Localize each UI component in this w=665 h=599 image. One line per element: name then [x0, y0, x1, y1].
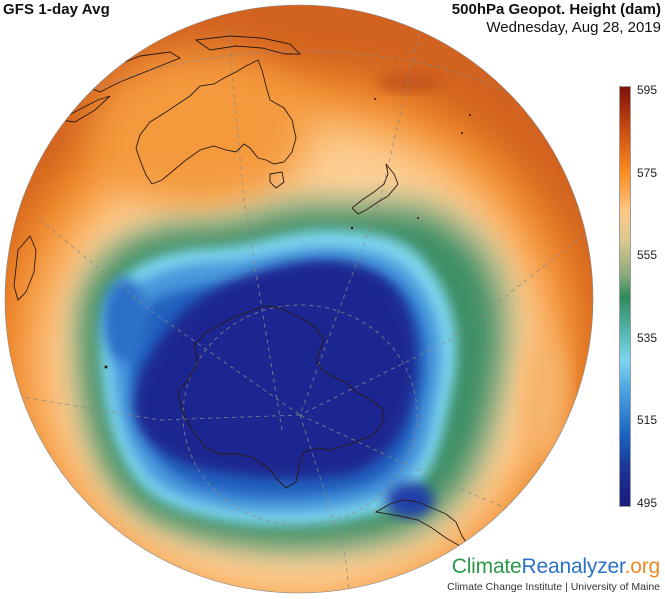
- south-america-outline: [374, 499, 471, 549]
- colorbar-tick-label: 595: [637, 83, 658, 97]
- globe-outline: [4, 4, 594, 594]
- tasmania-outline: [269, 171, 285, 189]
- variable-label: 500hPa Geopot. Height (dam): [451, 1, 661, 18]
- colorbar-tick-label: 555: [637, 248, 658, 263]
- colorbar-tick-label: 535: [637, 330, 658, 345]
- climate-reanalyzer-logo: ClimateReanalyzer.org: [447, 556, 660, 578]
- logo-part-reanalyzer: Reanalyzer: [521, 555, 625, 578]
- colorbar: [619, 86, 631, 507]
- islands: [104, 98, 471, 369]
- title-block: 500hPa Geopot. Height (dam) Wednesday, A…: [452, 1, 661, 36]
- colorbar-tick-label: 495: [637, 496, 658, 510]
- model-label: GFS 1-day Avg: [3, 1, 110, 18]
- map-panel: [4, 4, 594, 594]
- graticule: [9, 17, 591, 593]
- indonesia-outline: [89, 51, 182, 93]
- new-zealand-outline: [351, 163, 399, 215]
- logo-part-org: .org: [624, 555, 661, 578]
- date-label: Wednesday, Aug 28, 2019: [486, 19, 661, 36]
- new-guinea-outline: [194, 35, 302, 55]
- antarctica-outline: [177, 305, 385, 489]
- institution-label: Climate Change Institute | University of…: [447, 581, 660, 593]
- logo-part-climate: Climate: [451, 555, 522, 578]
- colorbar-tick-label: 515: [637, 413, 658, 428]
- credit-block: ClimateReanalyzer.org Climate Change Ins…: [447, 556, 660, 594]
- madagascar-outline: [13, 235, 37, 301]
- height-field: [5, 5, 593, 593]
- australia-outline: [135, 59, 297, 185]
- colorbar-tick-label: 575: [637, 165, 658, 180]
- globe-map: [4, 4, 594, 594]
